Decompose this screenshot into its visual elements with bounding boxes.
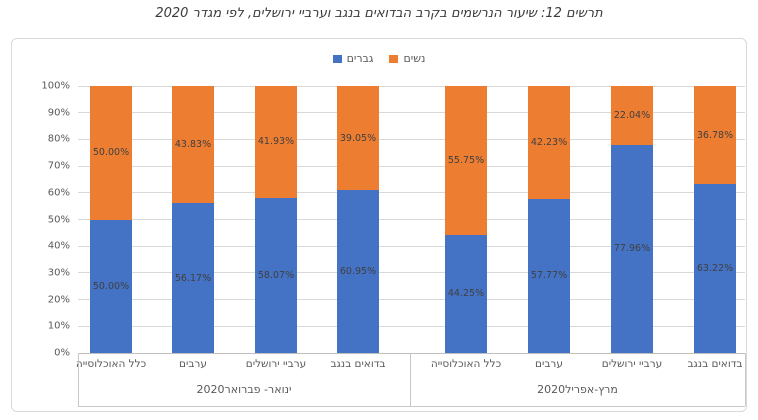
y-tick-label: 0% (54, 347, 70, 359)
stacked-bar: 58.07% 41.93% (255, 86, 297, 353)
x-category-label: ערבים (535, 358, 563, 370)
legend-item-women: נשים (389, 52, 425, 65)
bar-segment-women (694, 86, 736, 185)
x-category-label: ערביי ירושלים (245, 358, 307, 370)
chart-title: תרשים 12: שיעור הנרשמים בקרב הבדואים בנג… (155, 6, 603, 21)
y-tick-label: 90% (47, 107, 70, 119)
y-tick-label: 80% (47, 133, 70, 145)
bar-value-label-men: 50.00% (92, 280, 130, 292)
men-series-swatch-icon (332, 54, 342, 63)
gridline (78, 112, 745, 114)
bar-value-label-women: 55.75% (447, 154, 485, 166)
bar-segment-men (172, 203, 214, 353)
x-group-label: ינואר- פברואר2020 (196, 383, 292, 396)
legend-item-men: גברים (332, 52, 374, 65)
stacked-bar: 57.77% 42.23% (528, 86, 570, 353)
bar-value-label-men: 77.96% (613, 243, 651, 255)
bar-value-label-women: 43.83% (174, 138, 212, 150)
women-series-swatch-icon (389, 54, 399, 63)
x-category-label: ערביי ירושלים (601, 358, 663, 370)
y-tick-label: 20% (47, 294, 70, 306)
bar-value-label-men: 63.22% (696, 262, 734, 274)
axis-bottom-line (78, 406, 745, 407)
bar-value-label-men: 56.17% (174, 272, 212, 284)
bar-value-label-women: 41.93% (257, 136, 295, 148)
bar-segment-women (528, 86, 570, 199)
bar-segment-men (611, 144, 653, 353)
gridline (78, 192, 745, 194)
bar-segment-men (694, 184, 736, 353)
bar-segment-men (337, 190, 379, 353)
bar-segment-men (90, 219, 132, 353)
bar-value-label-men: 44.25% (447, 288, 485, 300)
x-category-label: בדואים בנגב (687, 358, 743, 370)
bar-value-label-women: 39.05% (339, 132, 377, 144)
y-tick-label: 100% (41, 80, 70, 92)
y-tick-label: 10% (47, 320, 70, 332)
stacked-bar: 50.00% 50.00% (90, 86, 132, 353)
gridline (78, 325, 745, 327)
y-tick-label: 60% (47, 187, 70, 199)
gridline (78, 85, 745, 87)
x-category-label: בדואים בנגב (330, 358, 386, 370)
gridline (78, 272, 745, 274)
bar-value-label-women: 50.00% (92, 147, 130, 158)
gridline (78, 219, 745, 220)
stacked-bar: 77.96% 22.04% (611, 86, 653, 353)
bar-segment-women (445, 86, 487, 235)
x-category-label: ערבים (179, 358, 207, 370)
gridline (78, 245, 745, 247)
y-tick-label: 70% (47, 160, 70, 172)
stacked-bar: 44.25% 55.75% (445, 86, 487, 353)
bar-segment-women (337, 86, 379, 191)
x-category-label: כלל האוכלוסייה (75, 358, 147, 370)
gridline (78, 138, 745, 140)
bar-segment-women (172, 86, 214, 204)
bar-value-label-men: 58.07% (257, 269, 295, 281)
bar-value-label-women: 36.78% (696, 129, 734, 141)
bar-segment-women (611, 86, 653, 145)
bar-value-label-women: 22.04% (613, 109, 651, 121)
axis-group-separator (78, 353, 79, 406)
axis-group-separator (745, 353, 746, 406)
stacked-bar: 63.22% 36.78% (694, 86, 736, 353)
legend: גברים נשים (12, 52, 746, 65)
stacked-bar: 60.95% 39.05% (337, 86, 379, 353)
stacked-bar: 56.17% 43.83% (172, 86, 214, 353)
bar-value-label-women: 42.23% (530, 136, 568, 148)
chart-container: גברים נשים 0% 10% 20% 30% 40% 50% 60% 70% 80% 90%… (11, 38, 747, 412)
bar-value-label-men: 57.77% (530, 270, 568, 282)
gridline (78, 352, 745, 354)
axis-group-separator (410, 353, 411, 406)
y-tick-label: 30% (47, 267, 70, 279)
x-category-label: כלל האוכלוסייה (430, 358, 502, 370)
gridline (78, 165, 745, 167)
bar-segment-men (255, 197, 297, 353)
y-tick-label: 50% (47, 214, 70, 225)
legend-label-men: גברים (346, 52, 374, 65)
bar-value-label-men: 60.95% (339, 265, 377, 277)
bar-segment-women (255, 86, 297, 198)
x-group-label: מרץ-אפריל2020 (537, 383, 618, 396)
legend-label-women: נשים (403, 52, 426, 65)
bar-segment-women (90, 86, 132, 220)
gridline (78, 299, 745, 301)
bar-segment-men (528, 198, 570, 353)
bar-segment-men (445, 234, 487, 353)
y-tick-label: 40% (47, 240, 70, 252)
